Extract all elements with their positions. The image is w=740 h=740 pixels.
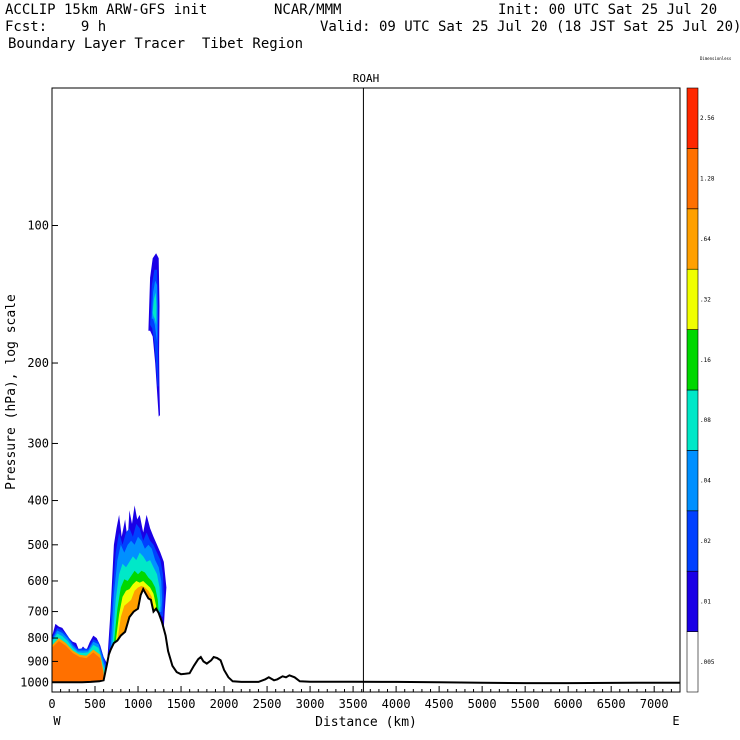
colorbar-swatch — [686, 389, 699, 451]
colorbar-label: .01 — [700, 598, 711, 605]
colorbar-label: .64 — [700, 236, 711, 243]
colorbar-label: .16 — [700, 357, 711, 364]
y-axis: 100 200 300 400 500 600 700 800 900 1000 — [20, 219, 58, 689]
colorbar-swatch — [686, 631, 699, 693]
x-left-end-label: W — [53, 714, 61, 728]
init-time: Init: 00 UTC Sat 25 Jul 20 — [498, 2, 718, 18]
colorbar: .005 .01 .02 .04 .08 .16 .32 .64 1.28 2.56 Dimensi… — [686, 56, 732, 693]
x-tick-label: 500 — [84, 697, 106, 711]
colorbar-label: Dimensionless — [700, 56, 732, 61]
colorbar-swatch — [686, 570, 699, 632]
y-tick-label: 300 — [27, 436, 49, 450]
terrain-line — [52, 586, 680, 685]
y-tick-label: 700 — [27, 605, 49, 619]
colorbar-label: .04 — [700, 478, 711, 485]
y-tick-label: 500 — [27, 538, 49, 552]
field-name: Boundary Layer Tracer Tibet Region — [8, 36, 304, 52]
colorbar-label: .02 — [700, 538, 711, 545]
model-title: ACCLIP 15km ARW-GFS init — [5, 2, 208, 18]
colorbar-label: .32 — [700, 296, 711, 303]
x-tick-label: 6500 — [597, 697, 626, 711]
x-tick-label: 5000 — [468, 697, 497, 711]
y-tick-label: 900 — [27, 654, 49, 668]
y-tick-label: 200 — [27, 356, 49, 370]
x-tick-label: 3000 — [296, 697, 325, 711]
colorbar-swatch — [686, 329, 699, 391]
colorbar-label: .08 — [700, 417, 711, 424]
x-right-end-label: E — [672, 714, 679, 728]
colorbar-swatch — [686, 268, 699, 330]
terrain-fill — [52, 589, 680, 692]
y-tick-label: 400 — [27, 494, 49, 508]
x-axis: 0 500 1000 1500 2000 2500 3000 3500 4000 4500 5000… — [48, 686, 672, 711]
colorbar-swatch — [686, 450, 699, 512]
organization: NCAR/MMM — [274, 2, 342, 18]
colorbar-swatch — [686, 208, 699, 270]
x-tick-label: 2000 — [210, 697, 239, 711]
x-tick-label: 4500 — [425, 697, 454, 711]
tracer-contour-level-4 — [152, 292, 157, 325]
colorbar-swatch — [686, 148, 699, 210]
plot-frame — [51, 87, 681, 693]
colorbar-label: 2.56 — [700, 115, 715, 122]
y-tick-label: 1000 — [20, 675, 49, 689]
x-tick-label: 7000 — [640, 697, 669, 711]
chart-title: ROAH — [353, 72, 380, 85]
y-tick-label: 100 — [27, 219, 49, 233]
terrain-layer — [52, 586, 680, 692]
colorbar-label: .005 — [700, 659, 715, 666]
x-tick-label: 1000 — [124, 697, 153, 711]
x-tick-label: 6000 — [554, 697, 583, 711]
colorbar-swatch — [686, 87, 699, 149]
colorbar-swatch — [686, 510, 699, 572]
x-tick-label: 3500 — [339, 697, 368, 711]
x-tick-label: 5500 — [511, 697, 540, 711]
x-tick-label: 4000 — [382, 697, 411, 711]
colorbar-label: 1.28 — [700, 176, 715, 183]
x-tick-label: 1500 — [167, 697, 196, 711]
forecast-hour: Fcst: 9 h — [5, 19, 107, 35]
x-tick-label: 0 — [48, 697, 55, 711]
y-tick-label: 600 — [27, 574, 49, 588]
tracer-contour-level-8 — [52, 641, 104, 683]
x-axis-label: Distance (km) — [315, 715, 417, 730]
valid-time: Valid: 09 UTC Sat 25 Jul 20 (18 JST Sat … — [320, 19, 740, 35]
y-axis-label: Pressure (hPa), log scale — [4, 294, 19, 490]
x-tick-label: 2500 — [253, 697, 282, 711]
y-tick-label: 800 — [27, 631, 49, 645]
